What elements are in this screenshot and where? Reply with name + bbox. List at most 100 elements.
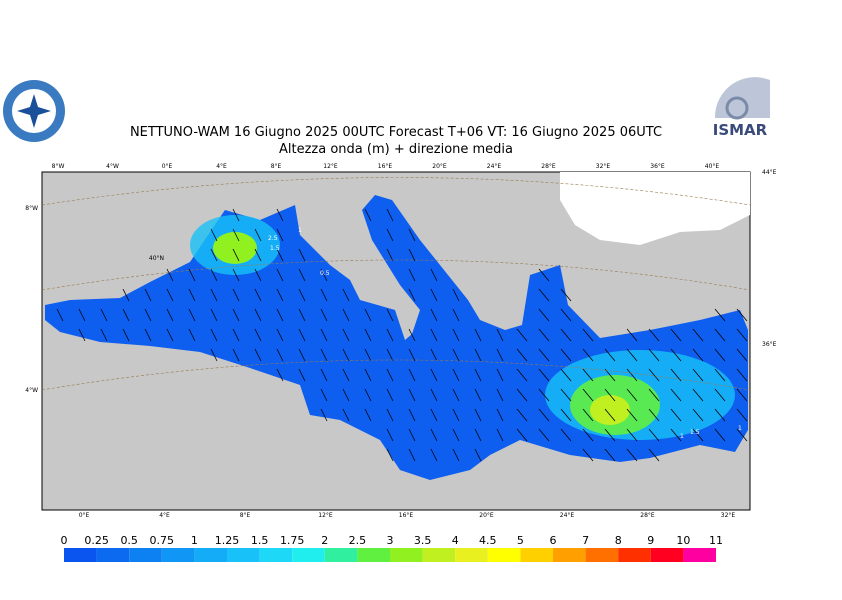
lon-label: 12°E (323, 163, 338, 170)
level-label: 0 (61, 534, 68, 547)
direction-arrow (736, 348, 748, 362)
lat-label: 4°W (25, 387, 38, 394)
direction-arrow (408, 368, 416, 382)
lon-label: 4°E (216, 163, 227, 170)
direction-arrow (232, 208, 240, 222)
lat-label: 36°E (762, 341, 777, 348)
direction-arrow (364, 368, 372, 382)
direction-arrow (626, 388, 638, 402)
direction-arrow (342, 388, 350, 402)
lon-label: 12°E (318, 512, 333, 519)
logo-left (3, 80, 65, 142)
direction-arrow (736, 308, 748, 322)
direction-arrow (78, 308, 86, 322)
lon-label: 28°E (640, 512, 655, 519)
direction-arrow (364, 308, 372, 322)
direction-arrow (648, 448, 660, 462)
direction-arrow (144, 288, 152, 302)
color-box (618, 548, 651, 562)
level-label: 1.5 (251, 534, 269, 547)
direction-arrow (692, 388, 704, 402)
level-label: 0.25 (84, 534, 109, 547)
direction-arrow (232, 308, 240, 322)
direction-arrow (714, 328, 726, 342)
wave-area (590, 395, 630, 425)
direction-arrow (604, 448, 616, 462)
direction-arrow (232, 288, 240, 302)
direction-arrow (232, 228, 240, 242)
direction-arrow (626, 348, 638, 362)
direction-arrow (626, 448, 638, 462)
direction-arrow (276, 328, 284, 342)
direction-arrow (144, 308, 152, 322)
direction-arrow (320, 268, 328, 282)
direction-arrow (670, 408, 682, 422)
lon-label: 4°W (106, 163, 119, 170)
lon-label: 40°E (705, 163, 720, 170)
direction-arrow (342, 308, 350, 322)
direction-arrow (452, 408, 460, 422)
direction-arrow (166, 268, 174, 282)
contour-label: 1.5 (690, 429, 700, 436)
direction-arrow (496, 348, 504, 362)
level-label: 0.75 (150, 534, 175, 547)
direction-arrow (736, 388, 748, 402)
lon-label: 16°E (399, 512, 414, 519)
direction-arrow (188, 328, 196, 342)
direction-arrow (254, 308, 262, 322)
direction-arrow (736, 428, 748, 442)
contour-label: 0.5 (320, 270, 330, 277)
direction-arrow (626, 408, 638, 422)
direction-arrow (364, 208, 372, 222)
level-label: 2 (321, 534, 328, 547)
lat-label: 44°E (762, 169, 777, 176)
direction-arrow (276, 348, 284, 362)
level-label: 3 (387, 534, 394, 547)
logo-right: ISMAR (708, 77, 770, 140)
direction-arrow (430, 308, 438, 322)
contour-label: 1 (298, 227, 302, 234)
direction-arrow (714, 368, 726, 382)
direction-arrow (298, 368, 306, 382)
level-label: 7 (582, 534, 589, 547)
wave-area (213, 232, 257, 264)
direction-arrow (386, 328, 394, 342)
direction-arrow (496, 408, 504, 422)
direction-arrow (648, 388, 660, 402)
direction-arrow (210, 228, 218, 242)
contour-label: 1 (680, 433, 684, 440)
direction-arrow (496, 328, 504, 342)
direction-arrow (714, 388, 726, 402)
color-box (487, 548, 521, 562)
lat-label: 8°W (25, 205, 38, 212)
direction-arrow (276, 228, 284, 242)
direction-arrow (452, 448, 460, 462)
direction-arrow (692, 348, 704, 362)
direction-arrow (320, 408, 328, 422)
direction-arrow (386, 348, 394, 362)
level-label: 2.5 (349, 534, 367, 547)
direction-arrow (474, 448, 482, 462)
direction-arrow (166, 288, 174, 302)
color-box (650, 548, 684, 562)
direction-arrow (364, 408, 372, 422)
direction-arrow (386, 248, 394, 262)
color-box (227, 548, 260, 562)
direction-arrow (560, 368, 572, 382)
direction-arrow (474, 408, 482, 422)
direction-arrow (430, 388, 438, 402)
colorbar: 0 0.25 0.5 0.75 1 1.25 1.5 1.75 2 2.5 3 3.5 4 4.5 5 6 7 8… (61, 534, 723, 562)
direction-arrow (582, 348, 594, 362)
level-label: 10 (676, 534, 690, 547)
direction-arrow (538, 328, 550, 342)
direction-arrow (320, 288, 328, 302)
direction-arrow (430, 448, 438, 462)
direction-arrow (408, 348, 416, 362)
direction-arrow (342, 328, 350, 342)
direction-arrow (232, 348, 240, 362)
direction-arrow (538, 348, 550, 362)
level-label: 1.75 (280, 534, 305, 547)
lon-label: 8°W (52, 163, 65, 170)
subtitle: Altezza onda (m) + direzione media (279, 142, 513, 157)
direction-arrow (516, 408, 528, 422)
